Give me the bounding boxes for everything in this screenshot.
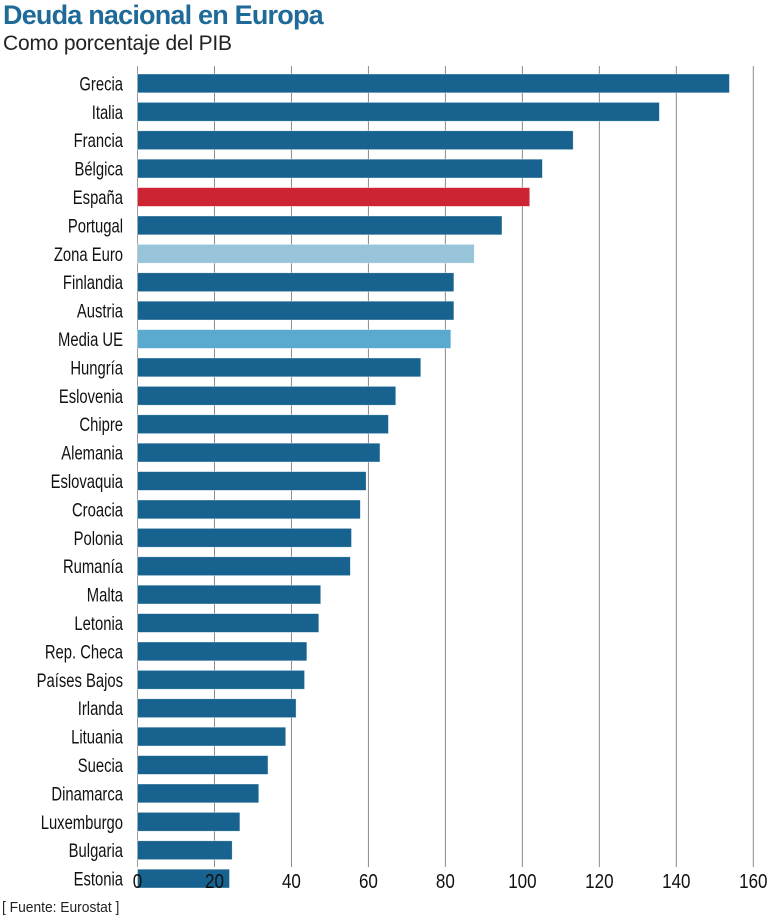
bar-eslovenia xyxy=(137,386,397,406)
gridlines xyxy=(137,66,754,867)
category-label: Hungría xyxy=(70,358,123,379)
category-label: Media UE xyxy=(58,329,123,350)
bar-francia xyxy=(137,130,574,150)
category-label: Letonia xyxy=(74,613,123,634)
bar-grecia xyxy=(137,73,730,94)
x-tick-label: 40 xyxy=(282,870,301,893)
source-note: [ Fuente: Eurostat ] xyxy=(2,899,120,916)
bar-finlandia xyxy=(137,272,455,292)
bar-países-bajos xyxy=(137,670,305,690)
category-label: España xyxy=(73,187,124,208)
category-label: Suecia xyxy=(78,755,124,776)
category-label: Rep. Checa xyxy=(45,642,124,663)
category-label: Austria xyxy=(77,301,124,322)
bar-bulgaria xyxy=(137,840,233,860)
chart-subtitle: Como porcentaje del PIB xyxy=(3,32,232,55)
category-label: Rumanía xyxy=(63,556,124,577)
category-label: Luxemburgo xyxy=(41,812,123,833)
category-label: Croacia xyxy=(72,500,123,521)
category-label: Alemania xyxy=(61,443,123,464)
x-tick-label: 100 xyxy=(508,870,536,893)
x-tick-label: 140 xyxy=(662,870,690,893)
category-label: Eslovenia xyxy=(59,386,124,407)
category-label: Chipre xyxy=(79,414,123,435)
bar-luxemburgo xyxy=(137,812,241,832)
bar-lituania xyxy=(137,726,286,747)
bar-zona-euro xyxy=(137,244,475,264)
x-tick-label: 20 xyxy=(205,870,224,893)
bar-estonia xyxy=(137,868,230,889)
bar-hungría xyxy=(137,357,422,378)
category-label: Malta xyxy=(87,585,124,606)
bar-dinamarca xyxy=(137,783,260,804)
bar-irlanda xyxy=(137,698,297,718)
bar-chipre xyxy=(137,414,389,434)
category-label: Países Bajos xyxy=(37,670,123,691)
category-label: Finlandia xyxy=(63,272,124,293)
bar-letonia xyxy=(137,613,320,633)
category-label: Polonia xyxy=(74,528,124,549)
bar-alemania xyxy=(137,442,381,463)
category-label: Estonia xyxy=(74,869,124,890)
category-label: Bulgaria xyxy=(69,840,124,861)
category-label: Portugal xyxy=(68,216,123,237)
bar-rep-checa xyxy=(137,641,308,662)
category-label: Grecia xyxy=(79,74,123,95)
category-label: Irlanda xyxy=(78,698,124,719)
bar-media-ue xyxy=(137,329,452,349)
x-tick-label: 60 xyxy=(359,870,378,893)
category-label: Bélgica xyxy=(74,159,123,180)
x-tick-label: 0 xyxy=(133,870,142,893)
category-label: Zona Euro xyxy=(54,244,123,265)
x-axis-ticks: 0 20 40 60 80 100 120 140 160 xyxy=(133,870,768,893)
bar-malta xyxy=(137,584,322,605)
x-tick-label: 120 xyxy=(585,870,613,893)
category-label: Dinamarca xyxy=(51,784,123,805)
category-label: Lituania xyxy=(71,727,123,748)
bar-polonia xyxy=(137,528,352,548)
bar-croacia xyxy=(137,499,361,520)
bar-españa xyxy=(137,187,530,207)
bar-eslovaquia xyxy=(137,471,367,491)
category-label: Italia xyxy=(92,102,124,123)
bar-rumanía xyxy=(137,556,351,576)
category-labels: Grecia Italia Francia Bélgica España Portugal… xyxy=(37,74,124,890)
bar-bélgica xyxy=(137,158,543,179)
bar-portugal xyxy=(137,215,503,236)
bar-austria xyxy=(137,300,455,321)
chart-title: Deuda nacional en Europa xyxy=(3,0,324,30)
category-label: Francia xyxy=(74,130,124,151)
x-tick-label: 80 xyxy=(436,870,455,893)
x-tick-label: 160 xyxy=(739,870,767,893)
bars xyxy=(137,73,730,889)
bar-suecia xyxy=(137,755,269,775)
bar-italia xyxy=(137,102,660,122)
category-label: Eslovaquia xyxy=(51,471,124,492)
